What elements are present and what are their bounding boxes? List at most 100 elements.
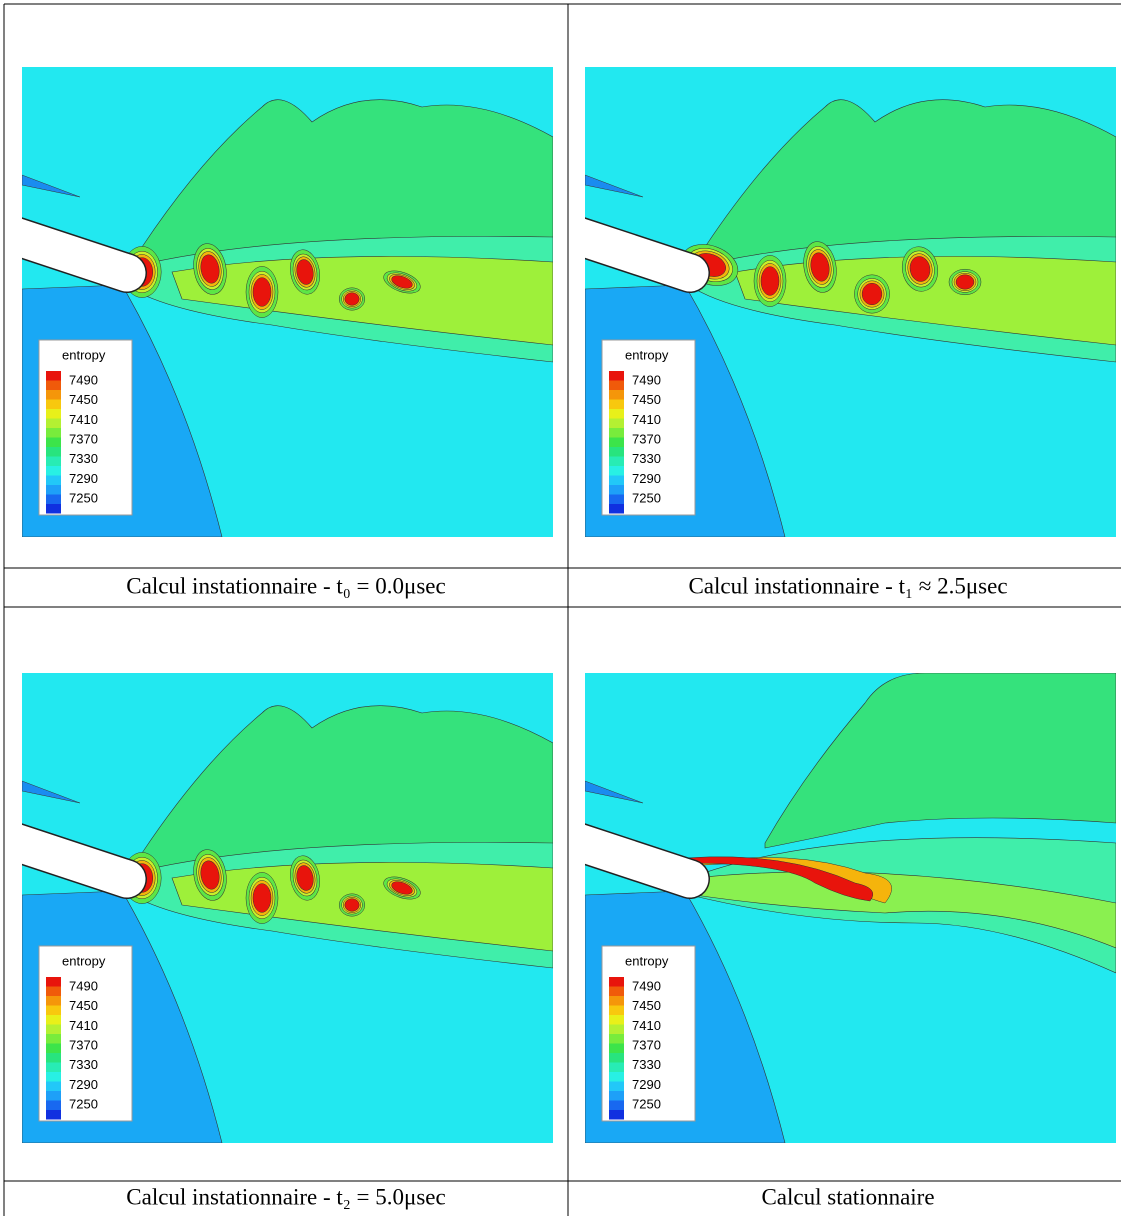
- vortex: [200, 254, 220, 284]
- legend-label: 7410: [69, 1018, 98, 1033]
- legend-swatch: [46, 1005, 61, 1015]
- legend-swatch: [46, 371, 61, 381]
- legend-swatch: [609, 1043, 624, 1053]
- legend-swatch: [609, 371, 624, 381]
- legend-swatch: [46, 1034, 61, 1044]
- caption: Calcul stationnaire: [761, 1184, 934, 1209]
- vortex: [252, 277, 272, 307]
- legend-label: 7250: [632, 491, 661, 506]
- legend-label: 7330: [632, 1057, 661, 1072]
- contour-plot: entropy 7490 7450 7410 7370 7330 7290 7250: [585, 67, 1116, 537]
- contour-plot: entropy 7490 7450 7410 7370 7330 7290 7250: [22, 67, 553, 537]
- legend-swatch: [609, 1100, 624, 1110]
- legend-swatch: [609, 466, 624, 476]
- legend-swatch: [609, 485, 624, 495]
- legend-label: 7290: [632, 1077, 661, 1092]
- vortex: [391, 881, 413, 895]
- legend-swatch: [609, 409, 624, 419]
- legend-label: 7290: [69, 471, 98, 486]
- legend-swatch: [46, 1024, 61, 1034]
- contour-plot: entropy 7490 7450 7410 7370 7330 7290 7250: [22, 673, 553, 1143]
- legend-swatch: [609, 1072, 624, 1082]
- vortex: [810, 252, 830, 282]
- legend-swatch: [609, 437, 624, 447]
- legend-swatch: [46, 1072, 61, 1082]
- legend-swatch: [46, 418, 61, 428]
- wedge: [22, 780, 81, 804]
- legend-swatch: [46, 409, 61, 419]
- wedge: [22, 174, 81, 198]
- legend-swatch: [46, 475, 61, 485]
- legend-swatch: [609, 986, 624, 996]
- legend-swatch: [609, 447, 624, 457]
- legend-label: 7410: [69, 412, 98, 427]
- legend-swatch: [609, 494, 624, 504]
- legend-swatch: [609, 504, 624, 514]
- legend-label: 7250: [69, 1097, 98, 1112]
- upper-region: [141, 705, 553, 884]
- legend-swatch: [609, 399, 624, 409]
- legend-swatch: [46, 399, 61, 409]
- legend-label: 7490: [632, 978, 661, 993]
- legend-label: 7370: [632, 1038, 661, 1053]
- vortex: [252, 883, 272, 913]
- vortex: [344, 898, 360, 912]
- legend-label: 7290: [632, 471, 661, 486]
- legend-label: 7290: [69, 1077, 98, 1092]
- legend-label: 7250: [69, 491, 98, 506]
- legend-swatch: [46, 1015, 61, 1025]
- plot-area: [22, 67, 553, 537]
- cylinder: [585, 824, 709, 898]
- vortex: [344, 292, 360, 306]
- legend-swatch: [609, 1015, 624, 1025]
- legend-label: 7410: [632, 412, 661, 427]
- legend-label: 7490: [69, 372, 98, 387]
- legend-label: 7370: [632, 432, 661, 447]
- cylinder: [22, 218, 146, 292]
- vortex: [391, 275, 413, 289]
- legend-swatch: [609, 418, 624, 428]
- upper-region: [704, 99, 1116, 278]
- legend-swatch: [609, 1110, 624, 1120]
- caption: Calcul instationnaire - t₁ ≈ 2.5μsec: [688, 573, 1007, 598]
- vortex: [909, 256, 931, 282]
- legend-swatch: [46, 447, 61, 457]
- wedge: [585, 780, 644, 804]
- legend-label: 7250: [632, 1097, 661, 1112]
- legend-swatch: [609, 390, 624, 400]
- legend-swatch: [609, 1081, 624, 1091]
- cylinder: [585, 218, 709, 292]
- legend-label: 7330: [632, 451, 661, 466]
- legend-title: entropy: [62, 953, 106, 968]
- legend-swatch: [609, 1024, 624, 1034]
- legend-label: 7370: [69, 432, 98, 447]
- legend-title: entropy: [625, 347, 669, 362]
- legend-label: 7370: [69, 1038, 98, 1053]
- legend-swatch: [46, 504, 61, 514]
- upper-region: [764, 673, 1116, 849]
- legend-swatch: [609, 1034, 624, 1044]
- legend-swatch: [609, 1053, 624, 1063]
- legend-swatch: [46, 456, 61, 466]
- legend-label: 7450: [69, 998, 98, 1013]
- vortex: [955, 274, 975, 290]
- caption: Calcul instationnaire - t₀ = 0.0μsec: [126, 573, 445, 598]
- legend-swatch: [609, 996, 624, 1006]
- legend-swatch: [46, 1100, 61, 1110]
- legend-swatch: [609, 456, 624, 466]
- legend-swatch: [46, 428, 61, 438]
- vortex: [861, 282, 883, 306]
- cylinder: [22, 824, 146, 898]
- plot-area: [585, 673, 1116, 1143]
- legend-swatch: [609, 475, 624, 485]
- legend-swatch: [46, 380, 61, 390]
- upper-region: [141, 99, 553, 278]
- legend-swatch: [46, 1081, 61, 1091]
- caption: Calcul instationnaire - t₂ = 5.0μsec: [126, 1184, 445, 1209]
- vortex: [296, 259, 314, 285]
- legend-swatch: [46, 1091, 61, 1101]
- legend-swatch: [46, 1053, 61, 1063]
- vortex: [760, 266, 780, 296]
- legend-label: 7410: [632, 1018, 661, 1033]
